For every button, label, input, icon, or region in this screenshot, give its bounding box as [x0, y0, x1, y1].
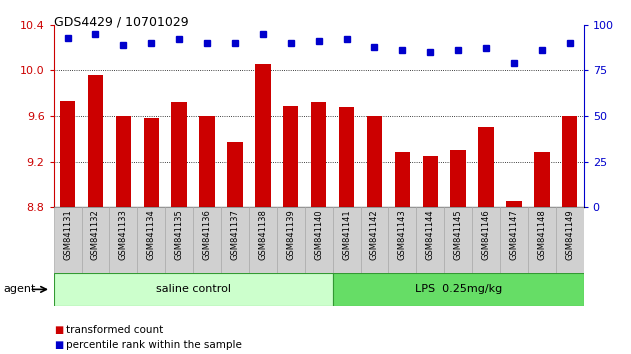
Bar	[534, 153, 550, 207]
Text: saline control: saline control	[156, 284, 230, 295]
FancyBboxPatch shape	[165, 207, 193, 278]
Bar	[227, 142, 243, 207]
Text: agent: agent	[3, 284, 35, 295]
Text: GSM841131: GSM841131	[63, 209, 72, 260]
FancyBboxPatch shape	[81, 207, 109, 278]
Bar	[283, 106, 298, 207]
Bar	[478, 127, 493, 207]
Bar	[367, 116, 382, 207]
Text: ■: ■	[54, 341, 63, 350]
FancyBboxPatch shape	[249, 207, 277, 278]
Text: GSM841147: GSM841147	[509, 209, 519, 260]
Text: GSM841133: GSM841133	[119, 209, 128, 260]
Text: GDS4429 / 10701029: GDS4429 / 10701029	[54, 16, 188, 29]
Bar	[311, 102, 326, 207]
Text: GSM841136: GSM841136	[203, 209, 211, 260]
FancyBboxPatch shape	[416, 207, 444, 278]
Text: GSM841146: GSM841146	[481, 209, 490, 260]
FancyBboxPatch shape	[54, 207, 81, 278]
Bar	[88, 75, 103, 207]
FancyBboxPatch shape	[333, 273, 584, 306]
FancyBboxPatch shape	[528, 207, 556, 278]
FancyBboxPatch shape	[277, 207, 305, 278]
Text: GSM841143: GSM841143	[398, 209, 407, 260]
Text: GSM841142: GSM841142	[370, 209, 379, 260]
Text: GSM841140: GSM841140	[314, 209, 323, 260]
Text: GSM841145: GSM841145	[454, 209, 463, 260]
Text: GSM841149: GSM841149	[565, 209, 574, 260]
Bar	[115, 116, 131, 207]
Text: GSM841139: GSM841139	[286, 209, 295, 260]
Text: GSM841138: GSM841138	[258, 209, 268, 260]
Text: GSM841134: GSM841134	[147, 209, 156, 260]
FancyBboxPatch shape	[389, 207, 416, 278]
FancyBboxPatch shape	[333, 207, 360, 278]
FancyBboxPatch shape	[472, 207, 500, 278]
Text: LPS  0.25mg/kg: LPS 0.25mg/kg	[415, 284, 502, 295]
FancyBboxPatch shape	[360, 207, 389, 278]
Text: GSM841132: GSM841132	[91, 209, 100, 260]
FancyBboxPatch shape	[109, 207, 138, 278]
Bar	[339, 107, 354, 207]
Bar	[144, 118, 159, 207]
FancyBboxPatch shape	[193, 207, 221, 278]
Bar	[451, 150, 466, 207]
FancyBboxPatch shape	[305, 207, 333, 278]
Text: transformed count: transformed count	[66, 325, 163, 335]
FancyBboxPatch shape	[444, 207, 472, 278]
Bar	[199, 116, 215, 207]
Text: GSM841141: GSM841141	[342, 209, 351, 260]
FancyBboxPatch shape	[54, 273, 333, 306]
Bar	[172, 102, 187, 207]
Bar	[60, 101, 75, 207]
Text: GSM841137: GSM841137	[230, 209, 239, 260]
Bar	[394, 153, 410, 207]
Bar	[506, 201, 522, 207]
Text: GSM841148: GSM841148	[538, 209, 546, 260]
FancyBboxPatch shape	[500, 207, 528, 278]
Text: percentile rank within the sample: percentile rank within the sample	[66, 341, 242, 350]
FancyBboxPatch shape	[221, 207, 249, 278]
Text: GSM841144: GSM841144	[426, 209, 435, 260]
Bar	[423, 156, 438, 207]
Text: ■: ■	[54, 325, 63, 335]
FancyBboxPatch shape	[556, 207, 584, 278]
Text: GSM841135: GSM841135	[175, 209, 184, 260]
FancyBboxPatch shape	[138, 207, 165, 278]
Bar	[562, 116, 577, 207]
Bar	[255, 63, 271, 207]
